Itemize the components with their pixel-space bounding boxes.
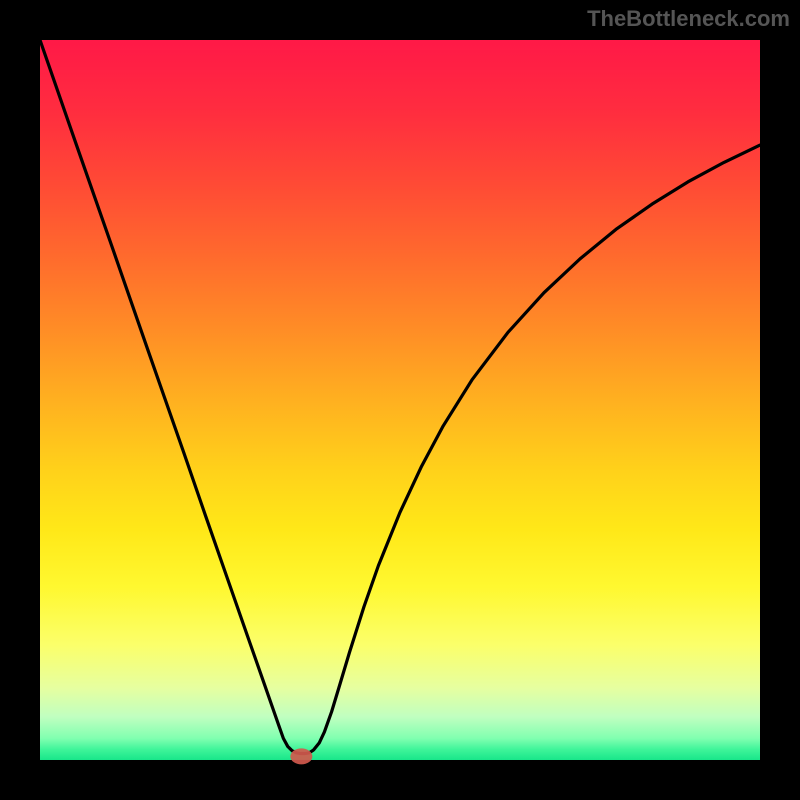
watermark-label: TheBottleneck.com — [587, 6, 790, 32]
optimal-point-marker — [290, 748, 312, 764]
bottleneck-curve-plot — [0, 0, 800, 800]
plot-background — [40, 40, 760, 760]
chart-container: TheBottleneck.com — [0, 0, 800, 800]
